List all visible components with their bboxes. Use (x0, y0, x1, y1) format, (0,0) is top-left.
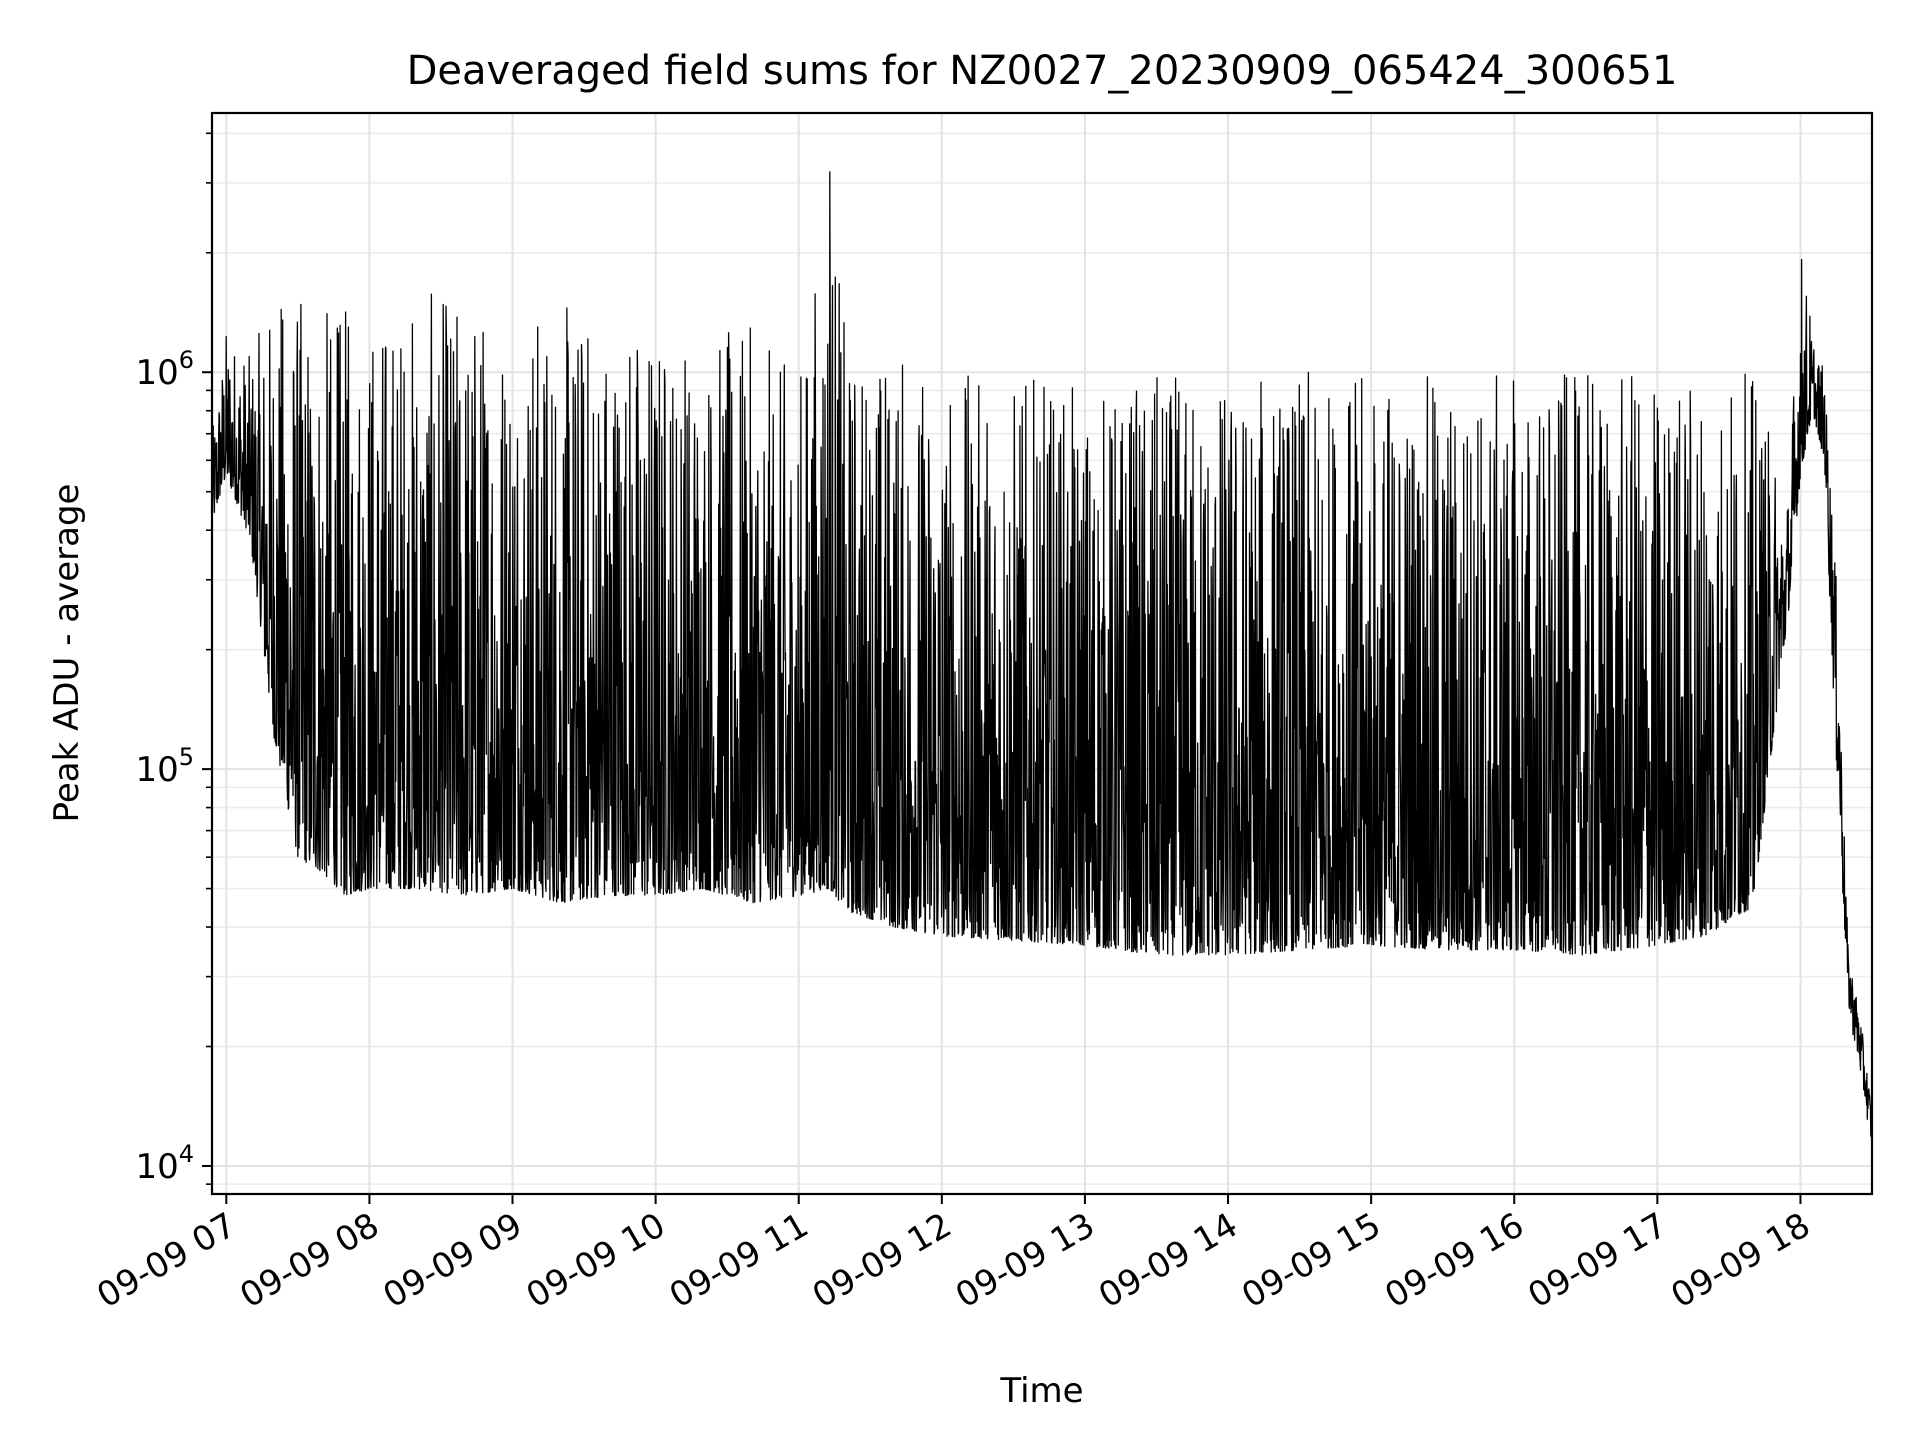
chart-title: Deaveraged field sums for NZ0027_2023090… (407, 48, 1678, 94)
y-tick-label: 106 (135, 346, 194, 393)
x-tick-label: 09-09 13 (949, 1205, 1101, 1316)
x-tick-label: 09-09 14 (1092, 1205, 1244, 1316)
x-tick-label: 09-09 15 (1235, 1205, 1387, 1316)
x-tick-label: 09-09 17 (1521, 1205, 1673, 1316)
x-tick-label: 09-09 18 (1665, 1205, 1817, 1316)
x-tick-label: 09-09 07 (90, 1205, 242, 1316)
y-tick-label: 104 (135, 1140, 194, 1187)
series-layer (211, 171, 1873, 1141)
y-tick-label-base: 10 (135, 750, 178, 790)
y-tick-label-exponent: 6 (179, 346, 194, 374)
x-tick-label: 09-09 09 (377, 1205, 529, 1316)
y-tick-label-exponent: 4 (179, 1140, 194, 1168)
x-tick-label: 09-09 11 (663, 1205, 815, 1316)
x-tick-label: 09-09 16 (1378, 1205, 1530, 1316)
y-tick-label: 105 (135, 743, 194, 790)
x-tick-label: 09-09 10 (520, 1205, 672, 1316)
y-tick-label-base: 10 (135, 1147, 178, 1187)
x-axis-label: Time (999, 1371, 1083, 1411)
y-tick-label-base: 10 (135, 353, 178, 393)
y-tick-label-exponent: 5 (179, 743, 194, 771)
series-line (211, 171, 1873, 1141)
x-tick-label: 09-09 08 (234, 1205, 386, 1316)
y-axis-label: Peak ADU - average (47, 484, 87, 823)
plot-area-frame (210, 111, 1874, 1196)
x-tick-label: 09-09 12 (806, 1205, 958, 1316)
